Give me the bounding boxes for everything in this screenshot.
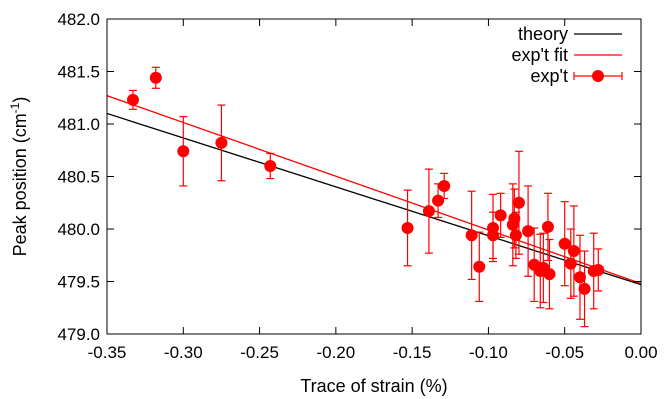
x-tick-label: -0.25 [240,343,279,362]
legend-label: exp't [531,66,568,86]
data-point [473,260,486,273]
y-tick-label: 480.5 [57,168,100,187]
series-line-exptfit [107,95,641,285]
y-tick-label: 479.0 [57,325,100,344]
y-axis-title-main: Peak position (cm [10,113,30,256]
data-point [432,194,445,207]
x-tick-label: -0.10 [469,343,508,362]
series-line-theory [107,112,641,286]
data-point [487,229,500,242]
data-point [573,271,586,284]
x-axis-title: Trace of strain (%) [300,376,447,396]
x-tick-label: -0.30 [164,343,203,362]
y-tick-label: 482.0 [57,10,100,29]
data-point [264,160,277,172]
data-point [522,225,535,238]
y-axis-title-close: ) [10,97,30,103]
data-point [567,245,580,258]
data-point [541,220,554,233]
y-tick-label: 481.5 [57,63,100,82]
data-point [438,179,451,192]
legend-swatch-marker [592,70,604,82]
y-axis-title: Peak position (cm-1) [8,97,30,257]
data-point [149,71,162,84]
x-tick-label: -0.05 [545,343,584,362]
data-point [512,196,525,209]
data-point [215,136,228,149]
data-point [564,257,577,270]
legend-label: exp't fit [512,45,568,65]
data-point [509,229,522,242]
data-point [558,237,571,250]
data-point [508,212,521,225]
y-axis-title-sup: -1 [8,102,22,113]
data-point [465,229,478,242]
data-point [592,263,605,276]
x-tick-label: -0.35 [88,343,127,362]
x-tick-label: -0.15 [393,343,432,362]
data-point [177,145,190,158]
y-tick-label: 481.0 [57,115,100,134]
y-tick-label: 480.0 [57,220,100,239]
data-point [494,209,507,222]
y-tick-label: 479.5 [57,273,100,292]
data-point [543,268,556,281]
data-layer [107,66,641,328]
data-point [401,221,414,234]
data-point [126,93,139,106]
ticks-layer: -0.35 -0.30 -0.25 -0.20 -0.15 -0.10 -0.05 0.00 4… [57,10,657,362]
legend-label: theory [518,24,568,44]
x-tick-label: 0.00 [624,343,657,362]
data-point [422,205,435,218]
x-tick-label: -0.20 [316,343,355,362]
data-point [578,282,591,295]
